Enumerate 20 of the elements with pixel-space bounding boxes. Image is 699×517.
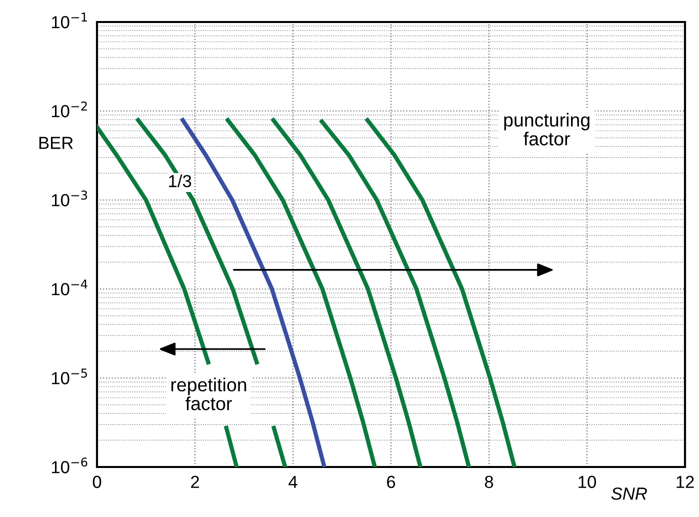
x-tick-label: 2 <box>191 476 199 488</box>
y-tick-label: 10$^{−2}$ <box>52 101 87 118</box>
x-tick-label: 6 <box>387 476 396 488</box>
x-axis-title: SNR <box>611 487 647 500</box>
y-tick-label: 10$^{−1}$ <box>52 12 87 28</box>
series-label: 1/3 <box>169 174 192 188</box>
x-tick-label: 4 <box>288 476 298 488</box>
y-tick-label: 10$^{−5}$ <box>52 368 87 384</box>
line-series <box>271 118 422 467</box>
x-tick-label: 10 <box>578 476 596 488</box>
line-series <box>320 120 471 467</box>
x-tick-label: 0 <box>92 476 102 488</box>
y-tick-label: 10$^{−3}$ <box>52 190 88 206</box>
y-tick-label: 10$^{−6}$ <box>52 457 88 474</box>
x-tick-label: 8 <box>484 476 494 488</box>
x-tick-label: 12 <box>676 476 694 488</box>
y-axis-title: BER <box>39 136 73 149</box>
annotation: repetition factor <box>171 378 246 410</box>
y-tick-label: 10$^{−4}$ <box>52 280 88 296</box>
annotation: puncturing factor <box>504 112 590 146</box>
